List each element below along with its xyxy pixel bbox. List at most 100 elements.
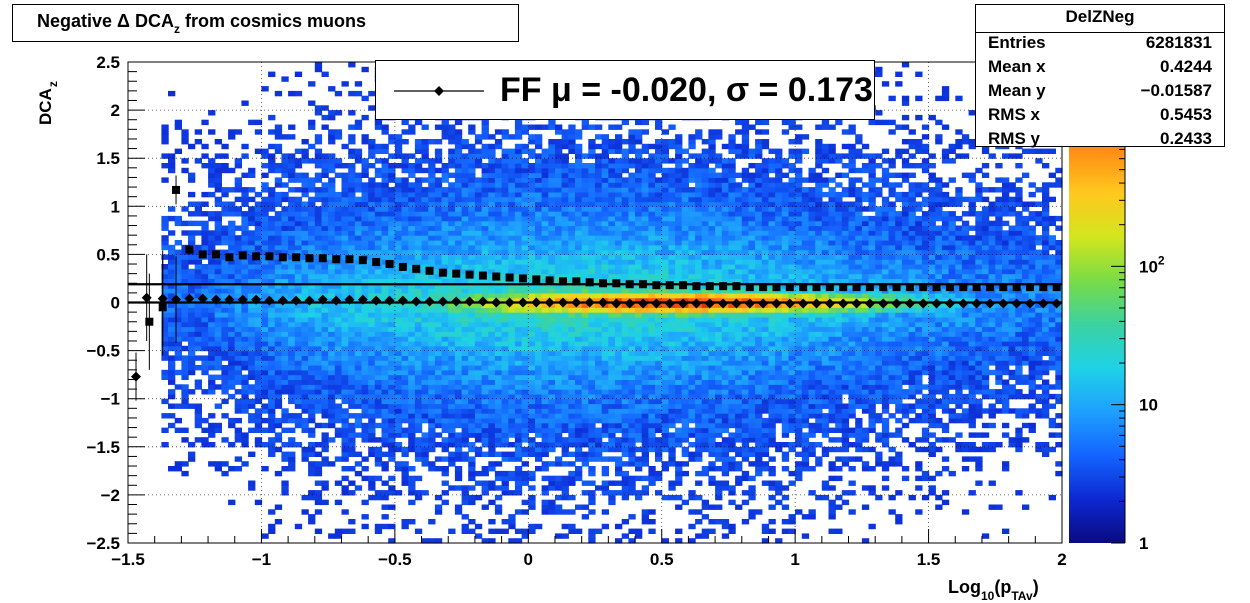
heatmap-cell [628, 321, 636, 328]
heatmap-cell [615, 345, 623, 352]
heatmap-cell [388, 254, 396, 260]
heatmap-cell [488, 254, 496, 260]
heatmap-cell [208, 360, 216, 366]
heatmap-cell [601, 345, 609, 352]
heatmap-cell [581, 292, 589, 299]
heatmap-cell [314, 509, 323, 515]
heatmap-cell [428, 206, 436, 212]
heatmap-cell [595, 163, 603, 169]
heatmap-cell [354, 90, 363, 97]
heatmap-cell [434, 374, 443, 380]
heatmap-cell [528, 499, 536, 506]
heatmap-cell [461, 316, 469, 323]
heatmap-cell [555, 129, 563, 135]
heatmap-cell [328, 268, 336, 275]
heatmap-cell [474, 437, 483, 443]
heatmap-cell [648, 384, 656, 390]
heatmap-cell [595, 254, 603, 260]
heatmap-cell [628, 355, 636, 361]
heatmap-cell [334, 129, 343, 135]
heatmap-cell [428, 413, 436, 419]
heatmap-cell [261, 384, 269, 390]
heatmap-cell [161, 134, 169, 140]
heatmap-cell [555, 365, 563, 371]
heatmap-cell [461, 417, 469, 424]
heatmap-cell [635, 187, 643, 193]
heatmap-cell [575, 240, 583, 246]
heatmap-cell [501, 393, 509, 400]
heatmap-cell [488, 196, 496, 203]
heatmap-cell [494, 528, 503, 534]
heatmap-cell [214, 350, 222, 356]
heatmap-cell [334, 307, 343, 313]
heatmap-cell [368, 292, 376, 299]
heatmap-cell [601, 321, 609, 328]
heatmap-cell [401, 129, 409, 135]
heatmap-cell [615, 211, 623, 217]
heatmap-cell [474, 365, 483, 371]
heatmap-cell [615, 369, 623, 376]
heatmap-cell [621, 336, 629, 342]
heatmap-cell [655, 292, 663, 299]
heatmap-cell [174, 466, 182, 472]
heatmap-cell [488, 374, 496, 380]
heatmap-cell [381, 345, 389, 352]
heatmap-cell [581, 206, 589, 212]
heatmap-cell [608, 215, 616, 222]
heatmap-cell [181, 312, 189, 318]
heatmap-cell [428, 379, 436, 385]
heatmap-cell [248, 360, 256, 366]
heatmap-cell [374, 365, 383, 371]
heatmap-cell [168, 336, 176, 342]
heatmap-cell [528, 167, 536, 174]
heatmap-cell [588, 509, 596, 515]
heatmap-cell [568, 417, 576, 424]
heatmap-cell [261, 331, 269, 337]
heatmap-cell [281, 355, 289, 361]
heatmap-cell [248, 365, 256, 371]
heatmap-cell [581, 442, 589, 448]
heatmap-cell [394, 350, 403, 356]
heatmap-cell [328, 163, 336, 169]
heatmap-cell [161, 235, 169, 241]
heatmap-cell [214, 341, 222, 347]
heatmap-cell [168, 230, 176, 236]
heatmap-cell [481, 235, 489, 241]
heatmap-cell [268, 523, 276, 530]
heatmap-cell [421, 124, 429, 130]
heatmap-cell [501, 422, 509, 429]
heatmap-cell [168, 369, 176, 376]
heatmap-cell [655, 365, 663, 371]
heatmap-cell [635, 220, 643, 227]
heatmap-cell [261, 172, 269, 178]
heatmap-cell [221, 163, 229, 169]
heatmap-cell [588, 437, 596, 443]
heatmap-cell [408, 360, 416, 366]
heatmap-cell [555, 422, 563, 429]
heatmap-cell [595, 273, 603, 279]
heatmap-cell [535, 316, 543, 323]
heatmap-cell [608, 360, 616, 366]
heatmap-cell [454, 437, 463, 443]
heatmap-cell [414, 350, 423, 356]
heatmap-cell [548, 259, 556, 265]
heatmap-cell [641, 461, 649, 467]
heatmap-cell [528, 528, 536, 534]
heatmap-cell [568, 393, 576, 400]
heatmap-cell [608, 235, 616, 241]
heatmap-cell [488, 302, 496, 308]
heatmap-cell [381, 129, 389, 135]
heatmap-cell [621, 187, 629, 193]
heatmap-cell [461, 158, 469, 164]
heatmap-cell [635, 490, 643, 496]
heatmap-cell [635, 177, 643, 183]
heatmap-cell [508, 254, 516, 260]
heatmap-cell [474, 201, 483, 207]
heatmap-cell [434, 355, 443, 361]
heatmap-cell [301, 446, 309, 453]
heatmap-cell [201, 437, 209, 443]
heatmap-cell [555, 240, 563, 246]
heatmap-cell [615, 220, 623, 227]
heatmap-cell [214, 283, 222, 289]
heatmap-cell [541, 360, 549, 366]
